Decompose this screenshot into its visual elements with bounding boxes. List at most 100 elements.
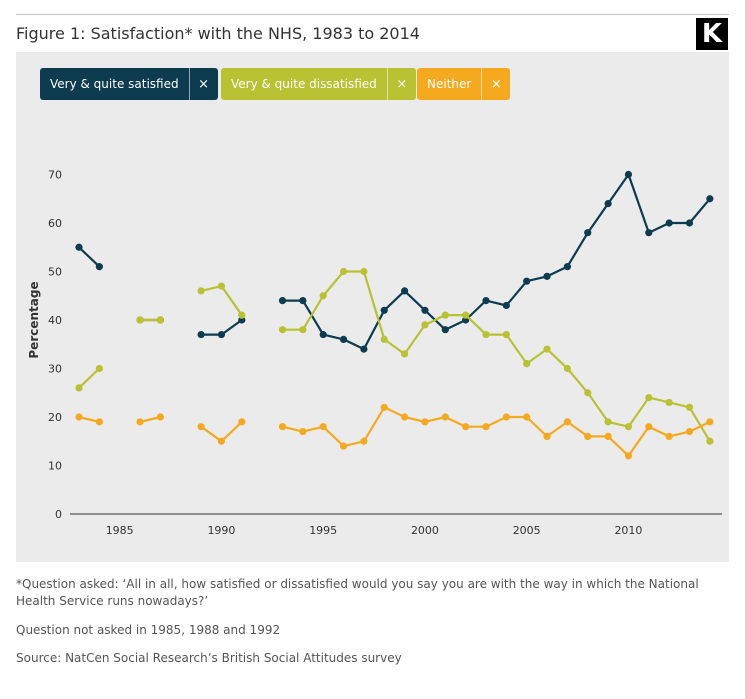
- data-point[interactable]: [523, 277, 531, 285]
- data-point[interactable]: [441, 311, 449, 319]
- data-point[interactable]: [217, 330, 226, 339]
- data-point[interactable]: [441, 326, 449, 334]
- data-point[interactable]: [584, 389, 592, 397]
- data-point[interactable]: [543, 345, 551, 353]
- data-point[interactable]: [482, 330, 490, 339]
- data-point[interactable]: [421, 306, 429, 314]
- data-point[interactable]: [95, 263, 103, 271]
- data-point[interactable]: [319, 292, 327, 300]
- data-point[interactable]: [360, 267, 368, 276]
- data-point[interactable]: [563, 263, 572, 271]
- legend-label-neither: Neither: [427, 77, 472, 91]
- data-point[interactable]: [462, 311, 470, 319]
- data-point[interactable]: [462, 423, 470, 431]
- data-point[interactable]: [197, 287, 205, 295]
- data-point[interactable]: [563, 364, 572, 373]
- data-point[interactable]: [238, 311, 246, 319]
- data-point[interactable]: [543, 272, 551, 280]
- data-point[interactable]: [278, 297, 287, 305]
- remove-series-neither-icon[interactable]: ×: [481, 68, 510, 100]
- series-line: [282, 270, 711, 442]
- data-point[interactable]: [319, 330, 327, 339]
- data-point[interactable]: [156, 413, 164, 421]
- y-tick-label: 30: [48, 363, 62, 376]
- remove-series-satisfied-icon[interactable]: ×: [188, 68, 218, 100]
- legend-toggle-neither[interactable]: Neither ×: [417, 68, 511, 100]
- data-point[interactable]: [665, 398, 673, 407]
- data-point[interactable]: [482, 297, 490, 305]
- data-point[interactable]: [604, 200, 612, 208]
- data-point[interactable]: [75, 243, 83, 251]
- data-point[interactable]: [523, 360, 531, 368]
- data-point[interactable]: [380, 335, 388, 343]
- y-tick-label: 0: [55, 508, 62, 521]
- data-point[interactable]: [624, 170, 633, 179]
- data-point[interactable]: [624, 452, 633, 460]
- legend-toggle-dissatisfied[interactable]: Very & quite dissatisfied ×: [221, 68, 416, 100]
- data-point[interactable]: [401, 350, 409, 358]
- data-point[interactable]: [563, 418, 572, 426]
- data-point[interactable]: [706, 437, 714, 445]
- data-point[interactable]: [502, 301, 510, 310]
- data-point[interactable]: [75, 384, 83, 392]
- data-point[interactable]: [299, 297, 307, 305]
- data-point[interactable]: [685, 219, 694, 227]
- data-point[interactable]: [543, 432, 551, 440]
- data-point[interactable]: [380, 403, 388, 411]
- data-point[interactable]: [401, 287, 409, 295]
- data-point[interactable]: [685, 427, 694, 436]
- data-point[interactable]: [217, 282, 226, 290]
- data-point[interactable]: [278, 423, 287, 431]
- data-point[interactable]: [421, 418, 429, 426]
- y-tick-label: 40: [48, 314, 62, 327]
- data-point[interactable]: [441, 413, 449, 421]
- data-point[interactable]: [278, 326, 287, 334]
- data-point[interactable]: [523, 413, 531, 421]
- data-point[interactable]: [136, 418, 144, 426]
- data-point[interactable]: [299, 427, 307, 436]
- data-point[interactable]: [502, 330, 510, 339]
- y-axis-label: Percentage: [27, 281, 41, 358]
- data-point[interactable]: [217, 437, 226, 445]
- x-tick-label: 1990: [207, 524, 235, 537]
- data-point[interactable]: [319, 423, 327, 431]
- data-point[interactable]: [299, 326, 307, 334]
- data-point[interactable]: [380, 306, 388, 314]
- data-point[interactable]: [339, 335, 348, 343]
- x-tick-label: 1995: [309, 524, 337, 537]
- remove-series-dissatisfied-icon[interactable]: ×: [386, 68, 416, 100]
- data-point[interactable]: [156, 316, 164, 324]
- data-point[interactable]: [604, 418, 612, 426]
- data-point[interactable]: [75, 413, 83, 421]
- data-point[interactable]: [604, 432, 612, 440]
- data-point[interactable]: [706, 195, 714, 203]
- data-point[interactable]: [482, 423, 490, 431]
- data-point[interactable]: [360, 345, 368, 353]
- data-point[interactable]: [645, 229, 653, 237]
- x-tick-label: 2000: [411, 524, 439, 537]
- data-point[interactable]: [197, 330, 205, 339]
- data-point[interactable]: [502, 413, 510, 421]
- data-point[interactable]: [706, 418, 714, 426]
- data-point[interactable]: [584, 432, 592, 440]
- data-point[interactable]: [421, 321, 429, 329]
- data-point[interactable]: [665, 432, 673, 440]
- data-point[interactable]: [685, 403, 694, 411]
- legend-toggle-satisfied[interactable]: Very & quite satisfied ×: [40, 68, 218, 100]
- series-line: [200, 285, 243, 316]
- data-point[interactable]: [401, 413, 409, 421]
- data-point[interactable]: [339, 442, 348, 450]
- data-point[interactable]: [645, 394, 653, 402]
- logo-letter: K: [701, 19, 723, 49]
- data-point[interactable]: [136, 316, 144, 324]
- data-point[interactable]: [197, 423, 205, 431]
- data-point[interactable]: [665, 219, 673, 227]
- data-point[interactable]: [645, 423, 653, 431]
- data-point[interactable]: [95, 364, 103, 373]
- data-point[interactable]: [624, 423, 633, 431]
- data-point[interactable]: [584, 229, 592, 237]
- data-point[interactable]: [95, 418, 103, 426]
- data-point[interactable]: [339, 267, 348, 276]
- data-point[interactable]: [360, 437, 368, 445]
- data-point[interactable]: [238, 418, 246, 426]
